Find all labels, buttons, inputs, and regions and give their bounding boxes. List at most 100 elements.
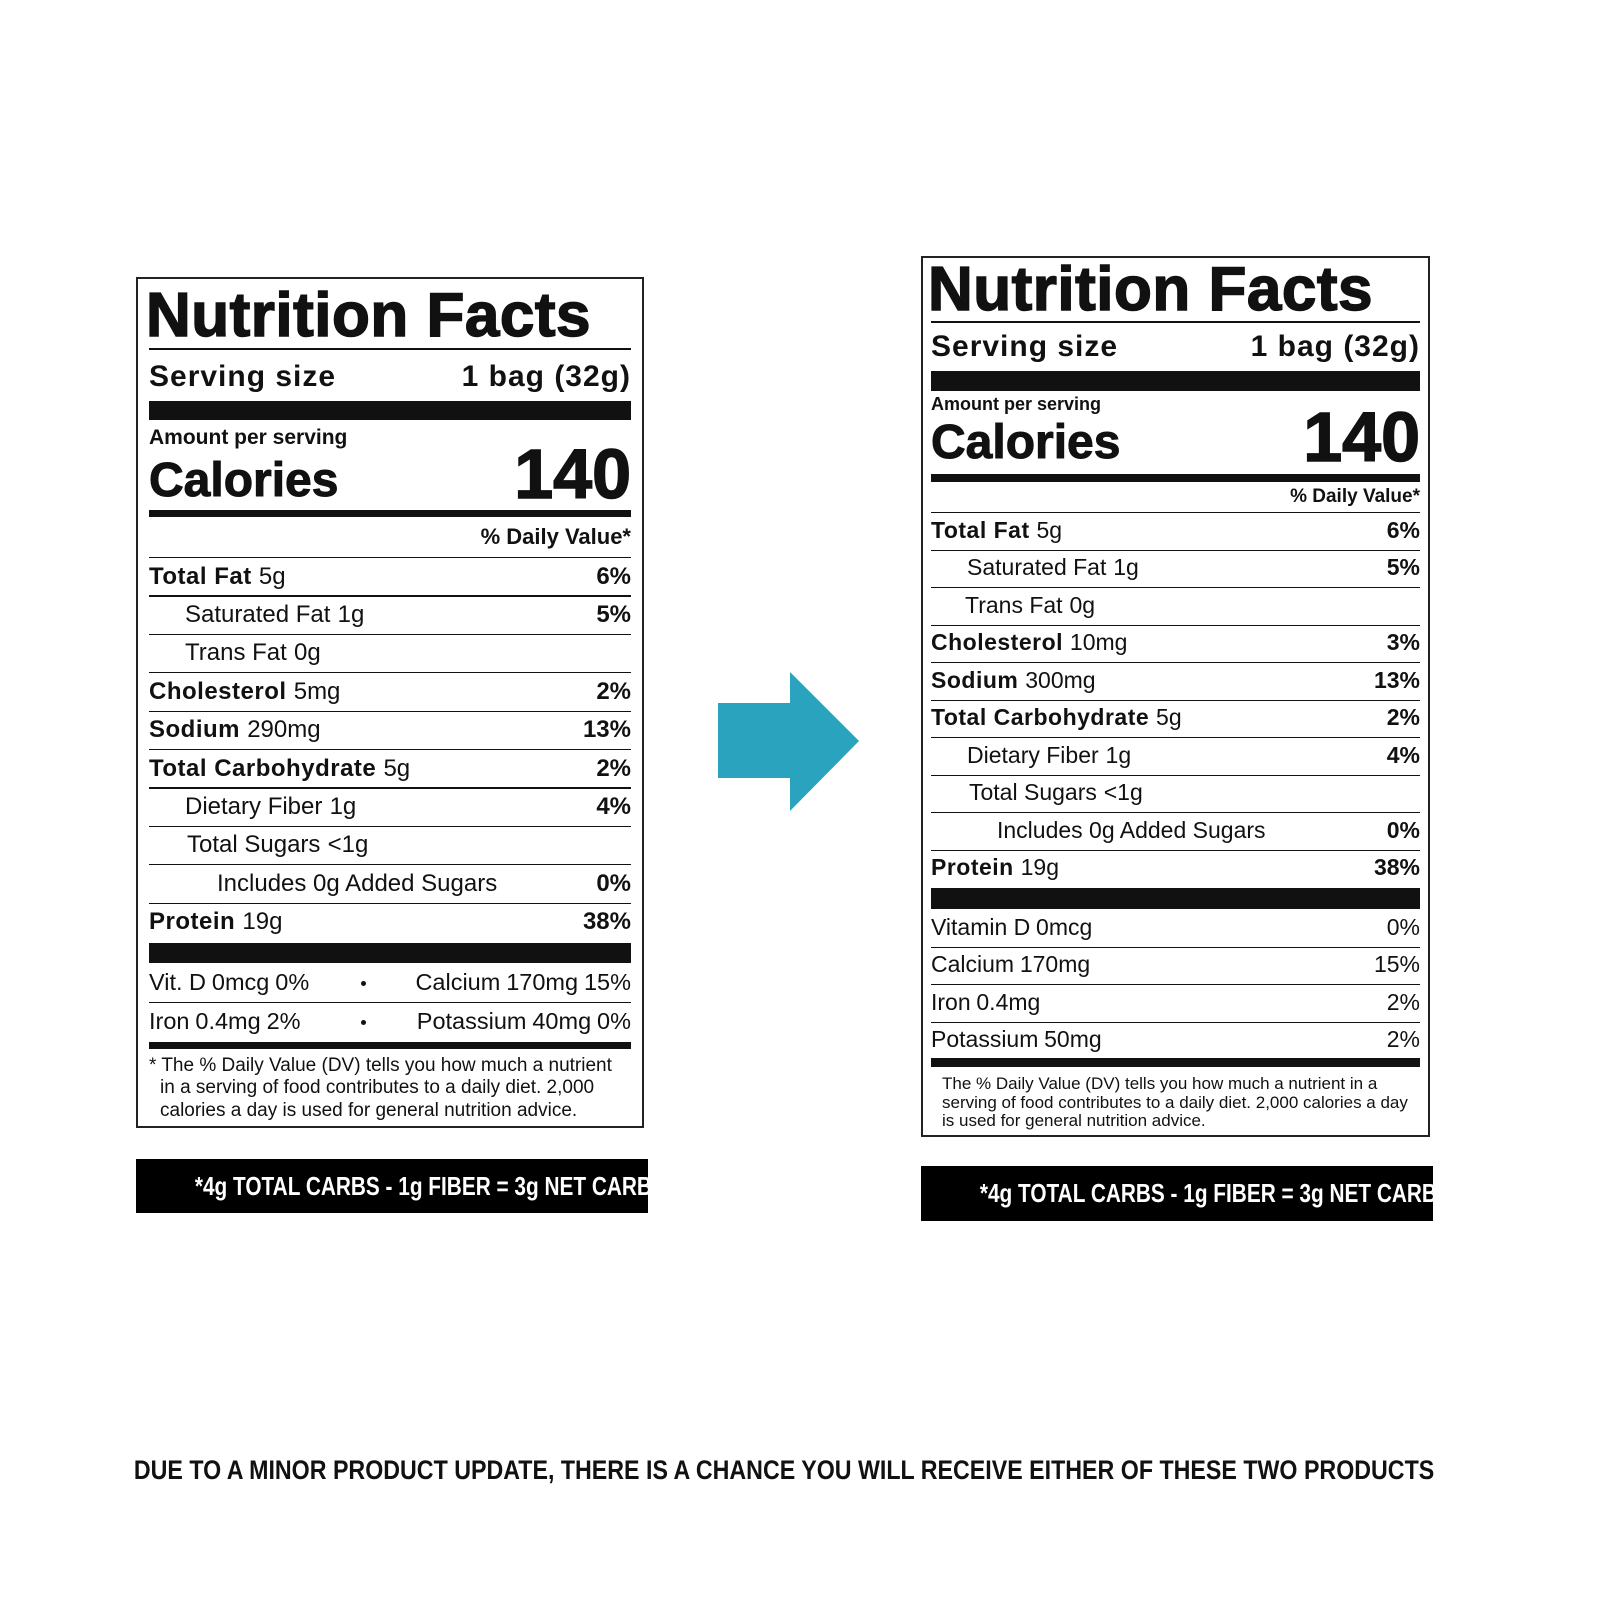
nutrient-row: Total Carbohydrate 5g xyxy=(931,703,1182,733)
nutrient-row: Protein 19g xyxy=(149,906,282,937)
vitamin-name: Calcium xyxy=(931,951,1015,978)
nutrient-row: Cholesterol 5mg xyxy=(149,676,340,707)
daily-value-header: % Daily Value* xyxy=(1290,485,1420,507)
nutrient-row: Total Sugars <1g xyxy=(969,778,1143,808)
nutrient-dv: 4% xyxy=(1386,741,1420,768)
nutrient-amount: 1g xyxy=(1113,554,1139,581)
label-title: Nutrition Facts xyxy=(927,254,1373,324)
nutrient-name: Sodium xyxy=(931,666,1019,693)
rule xyxy=(149,1042,631,1049)
vitamin-item: Iron 0.4mg 2% xyxy=(149,1006,301,1037)
serving-size-label: Serving size xyxy=(149,359,337,393)
vitamin-amount: 50mg xyxy=(1044,1026,1102,1053)
rule xyxy=(149,348,631,350)
nutrient-dv: 2% xyxy=(596,754,631,782)
calories: 140 xyxy=(513,434,631,514)
arrow-shape xyxy=(718,672,859,811)
nutrient-row: Protein 19g xyxy=(931,853,1059,883)
nutrient-row: Total Fat 5g xyxy=(931,516,1062,546)
nutrient-row: Includes 0g Added Sugars xyxy=(997,816,1266,846)
notice-wrap: DUE TO A MINOR PRODUCT UPDATE, THERE IS … xyxy=(0,1452,1568,1488)
nutrient-row: Total Carbohydrate 5g xyxy=(149,753,410,784)
rule xyxy=(931,737,1420,739)
nutrient-dv: 5% xyxy=(596,601,631,628)
rule xyxy=(931,984,1420,986)
nutrient-row: Trans Fat 0g xyxy=(965,591,1095,621)
nutrient-amount: <1g xyxy=(1103,779,1143,806)
vitamin-name: Potassium xyxy=(931,1026,1039,1053)
label-box xyxy=(921,256,1430,1137)
nutrient-row: Total Sugars <1g xyxy=(187,829,368,860)
nutrient-name: Protein xyxy=(149,908,236,936)
amount-per-serving: Amount per serving xyxy=(149,426,348,450)
vitamin-name: Vitamin D xyxy=(931,913,1031,940)
calories: 140 xyxy=(1302,397,1420,477)
rule xyxy=(149,557,631,559)
rule xyxy=(931,946,1420,948)
amount-per-serving: Amount per serving xyxy=(931,394,1102,415)
nutrient-amount: 5g xyxy=(258,562,286,590)
nutrient-name: Cholesterol xyxy=(931,629,1064,656)
nutrient-row: Sodium 300mg xyxy=(931,666,1096,696)
nutrient-name: Total Carbohydrate xyxy=(149,754,377,782)
vitamin-row: Vitamin D 0mcg xyxy=(931,913,1092,943)
nutrient-amount: 5g xyxy=(1156,704,1182,731)
net-carbs-banner: *4g TOTAL CARBS - 1g FIBER = 3g NET CARB… xyxy=(921,1166,1451,1221)
rule xyxy=(149,595,631,597)
nutrient-name: Protein xyxy=(931,854,1014,881)
nutrient-row: Includes 0g Added Sugars xyxy=(217,868,497,899)
vitamin-item: Potassium 40mg 0% xyxy=(149,1006,631,1037)
nutrient-amount: 1g xyxy=(1105,741,1132,768)
nutrient-name: Sodium xyxy=(149,716,240,744)
serving-size-label: Serving size xyxy=(931,329,1119,363)
vitamin-dv: 2% xyxy=(1386,988,1420,1015)
calories-label: Calories xyxy=(148,453,339,507)
nutrient-name: Includes 0g Added Sugars xyxy=(997,816,1266,843)
nutrient-row: Trans Fat 0g xyxy=(185,637,321,668)
vitamin-name: Iron xyxy=(931,988,971,1015)
vitamin-amount: 170mg xyxy=(506,969,579,996)
rule xyxy=(149,787,631,789)
rule xyxy=(149,902,631,904)
vitamin-amount: 0.4mg xyxy=(195,1008,261,1035)
rule xyxy=(149,864,631,866)
calories-label: Calories xyxy=(930,415,1121,469)
nutrient-dv: 2% xyxy=(1386,704,1420,731)
nutrient-dv: 0% xyxy=(596,869,631,897)
nutrient-name: Dietary Fiber xyxy=(967,741,1099,768)
vitamin-row: Potassium 50mg xyxy=(931,1025,1102,1055)
nutrient-name: Saturated Fat xyxy=(185,601,331,628)
nutrient-dv: 2% xyxy=(596,677,631,705)
vitamin-amount: 0mcg xyxy=(211,969,270,996)
rule xyxy=(149,943,631,963)
nutrient-amount: <1g xyxy=(327,831,369,859)
nutrient-amount: 1g xyxy=(337,601,365,628)
nutrient-dv: 0% xyxy=(1386,816,1420,843)
nutrient-row: Dietary Fiber 1g xyxy=(967,741,1131,771)
rule xyxy=(931,812,1420,814)
rule xyxy=(931,1058,1420,1067)
nutrient-amount: 300mg xyxy=(1025,666,1096,693)
bullet xyxy=(361,980,367,986)
nutrient-dv: 5% xyxy=(1386,554,1420,581)
label-box xyxy=(136,277,644,1128)
nutrient-amount: 10mg xyxy=(1069,629,1128,656)
nutrient-amount: 5g xyxy=(1036,516,1063,543)
vitamin-name: Calcium xyxy=(415,969,501,996)
rule xyxy=(931,371,1420,391)
nutrient-row: Cholesterol 10mg xyxy=(931,628,1127,658)
rule xyxy=(149,749,631,751)
rule xyxy=(149,633,631,635)
vitamin-item: Vit. D 0mcg 0% xyxy=(149,967,309,998)
nutrient-name: Total Sugars xyxy=(187,831,321,859)
nutrient-amount: 5mg xyxy=(293,677,341,705)
vitamin-item: Calcium 170mg 15% xyxy=(149,967,631,998)
nutrient-amount: 5g xyxy=(383,754,411,782)
nutrient-dv: 13% xyxy=(1373,666,1420,693)
nutrient-dv: 4% xyxy=(596,793,631,820)
label-title: Nutrition Facts xyxy=(145,280,591,350)
rule xyxy=(149,510,631,517)
vitamin-dv: 2% xyxy=(266,1008,301,1035)
serving-size: 1 bag (32g) xyxy=(1250,329,1420,363)
nutrient-name: Total Sugars xyxy=(969,779,1097,806)
